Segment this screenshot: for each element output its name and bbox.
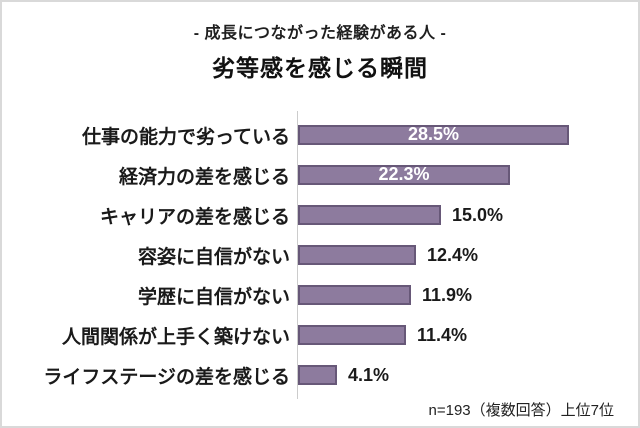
chart-row: 人間関係が上手く築けない 11.4% [2, 315, 638, 355]
chart-title: 劣等感を感じる瞬間 [212, 55, 428, 81]
sample-note: n=193（複数回答）上位7位 [428, 402, 614, 419]
category-label: キャリアの差を感じる [99, 206, 290, 228]
bar-area: 28.5% [298, 115, 638, 155]
chart-subtitle: - 成長につながった経験がある人 - [193, 25, 447, 42]
chart-rows: 仕事の能力で劣っている 28.5% 経済力の差を感じる 22.3% キャリアの差を感じる… [2, 115, 638, 395]
chart-row: 経済力の差を感じる 22.3% [2, 155, 638, 195]
bar-area: 22.3% [298, 155, 638, 195]
bar-area: 11.4% [298, 315, 638, 355]
category-label: 経済力の差を感じる [118, 166, 290, 188]
bar [298, 245, 416, 265]
bar [298, 325, 406, 345]
chart-row: ライフステージの差を感じる 4.1% [2, 355, 638, 395]
value-label: 22.3% [378, 164, 430, 185]
chart-row: 仕事の能力で劣っている 28.5% [2, 115, 638, 155]
value-label: 28.5% [407, 124, 460, 145]
category-label: 学歴に自信がない [137, 286, 290, 308]
category-label: ライフステージの差を感じる [43, 366, 290, 388]
axis-line [297, 111, 298, 399]
bar [298, 285, 411, 305]
bar-area: 4.1% [298, 355, 638, 395]
bar-chart: 仕事の能力で劣っている 28.5% 経済力の差を感じる 22.3% キャリアの差を感じる… [2, 111, 638, 399]
value-label: 11.4% [417, 324, 468, 345]
chart-row: 学歴に自信がない 11.9% [2, 275, 638, 315]
bar-area: 12.4% [298, 235, 638, 275]
category-label: 容姿に自信がない [137, 246, 290, 268]
chart-row: キャリアの差を感じる 15.0% [2, 195, 638, 235]
bar-area: 11.9% [298, 275, 638, 315]
bar [298, 205, 441, 225]
chart-row: 容姿に自信がない 12.4% [2, 235, 638, 275]
bar-area: 15.0% [298, 195, 638, 235]
category-label: 仕事の能力で劣っている [81, 126, 290, 148]
bar [298, 365, 337, 385]
value-label: 12.4% [427, 244, 479, 265]
value-label: 15.0% [452, 204, 504, 225]
value-label: 11.9% [422, 284, 473, 305]
category-label: 人間関係が上手く築けない [61, 326, 290, 348]
value-label: 4.1% [348, 364, 390, 385]
bar: 22.3% [298, 164, 510, 185]
bar: 28.5% [298, 124, 569, 145]
